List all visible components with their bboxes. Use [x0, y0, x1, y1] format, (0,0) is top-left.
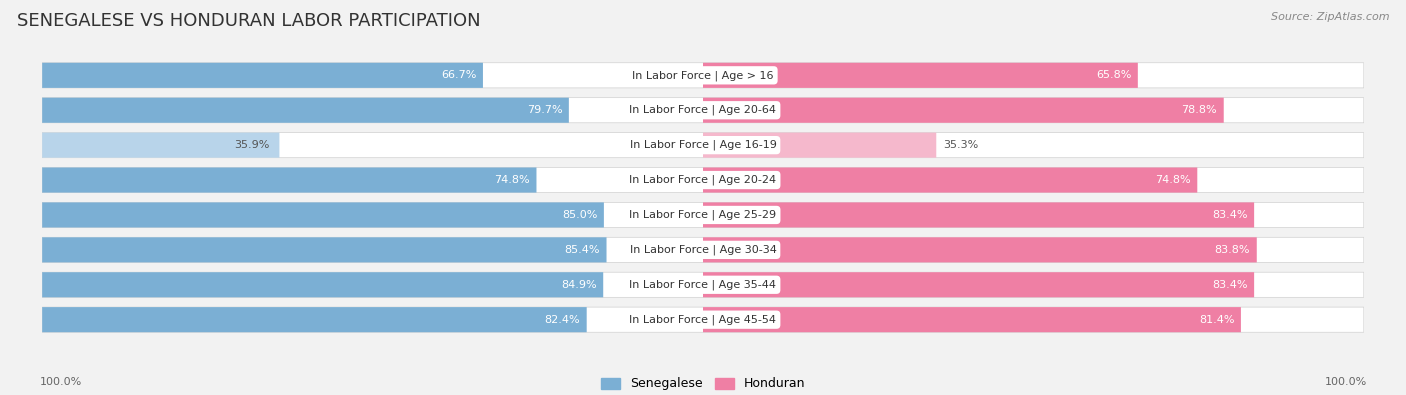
Text: 83.4%: 83.4%: [1212, 280, 1247, 290]
FancyBboxPatch shape: [703, 63, 1137, 88]
Text: In Labor Force | Age 20-64: In Labor Force | Age 20-64: [630, 105, 776, 115]
FancyBboxPatch shape: [42, 202, 1364, 228]
FancyBboxPatch shape: [42, 98, 569, 123]
Text: Source: ZipAtlas.com: Source: ZipAtlas.com: [1271, 12, 1389, 22]
Text: In Labor Force | Age 45-54: In Labor Force | Age 45-54: [630, 314, 776, 325]
Text: 74.8%: 74.8%: [495, 175, 530, 185]
Text: 100.0%: 100.0%: [1324, 377, 1367, 387]
FancyBboxPatch shape: [42, 167, 1364, 193]
Text: 35.3%: 35.3%: [943, 140, 979, 150]
FancyBboxPatch shape: [42, 202, 605, 228]
FancyBboxPatch shape: [703, 307, 1241, 332]
Legend: Senegalese, Honduran: Senegalese, Honduran: [596, 372, 810, 395]
FancyBboxPatch shape: [42, 307, 586, 332]
Text: 85.0%: 85.0%: [562, 210, 598, 220]
FancyBboxPatch shape: [703, 202, 1254, 228]
FancyBboxPatch shape: [703, 133, 936, 158]
Text: 78.8%: 78.8%: [1181, 105, 1218, 115]
Text: In Labor Force | Age 20-24: In Labor Force | Age 20-24: [630, 175, 776, 185]
FancyBboxPatch shape: [42, 272, 1364, 297]
Text: In Labor Force | Age 30-34: In Labor Force | Age 30-34: [630, 245, 776, 255]
FancyBboxPatch shape: [42, 133, 1364, 158]
FancyBboxPatch shape: [42, 167, 537, 193]
FancyBboxPatch shape: [42, 272, 603, 297]
FancyBboxPatch shape: [42, 63, 1364, 88]
FancyBboxPatch shape: [703, 98, 1223, 123]
Text: In Labor Force | Age 16-19: In Labor Force | Age 16-19: [630, 140, 776, 150]
Text: In Labor Force | Age 35-44: In Labor Force | Age 35-44: [630, 280, 776, 290]
Text: 74.8%: 74.8%: [1156, 175, 1191, 185]
FancyBboxPatch shape: [703, 237, 1257, 262]
Text: 66.7%: 66.7%: [441, 70, 477, 80]
FancyBboxPatch shape: [703, 167, 1198, 193]
FancyBboxPatch shape: [42, 98, 1364, 123]
FancyBboxPatch shape: [42, 307, 1364, 332]
Text: 81.4%: 81.4%: [1199, 315, 1234, 325]
Text: 82.4%: 82.4%: [544, 315, 581, 325]
Text: 83.8%: 83.8%: [1215, 245, 1250, 255]
FancyBboxPatch shape: [703, 272, 1254, 297]
FancyBboxPatch shape: [42, 63, 482, 88]
Text: 35.9%: 35.9%: [235, 140, 270, 150]
Text: 84.9%: 84.9%: [561, 280, 596, 290]
FancyBboxPatch shape: [42, 237, 606, 262]
Text: 100.0%: 100.0%: [39, 377, 82, 387]
Text: 83.4%: 83.4%: [1212, 210, 1247, 220]
Text: 65.8%: 65.8%: [1095, 70, 1132, 80]
FancyBboxPatch shape: [42, 133, 280, 158]
Text: In Labor Force | Age 25-29: In Labor Force | Age 25-29: [630, 210, 776, 220]
FancyBboxPatch shape: [42, 237, 1364, 262]
Text: 85.4%: 85.4%: [564, 245, 600, 255]
Text: In Labor Force | Age > 16: In Labor Force | Age > 16: [633, 70, 773, 81]
Text: SENEGALESE VS HONDURAN LABOR PARTICIPATION: SENEGALESE VS HONDURAN LABOR PARTICIPATI…: [17, 12, 481, 30]
Text: 79.7%: 79.7%: [527, 105, 562, 115]
